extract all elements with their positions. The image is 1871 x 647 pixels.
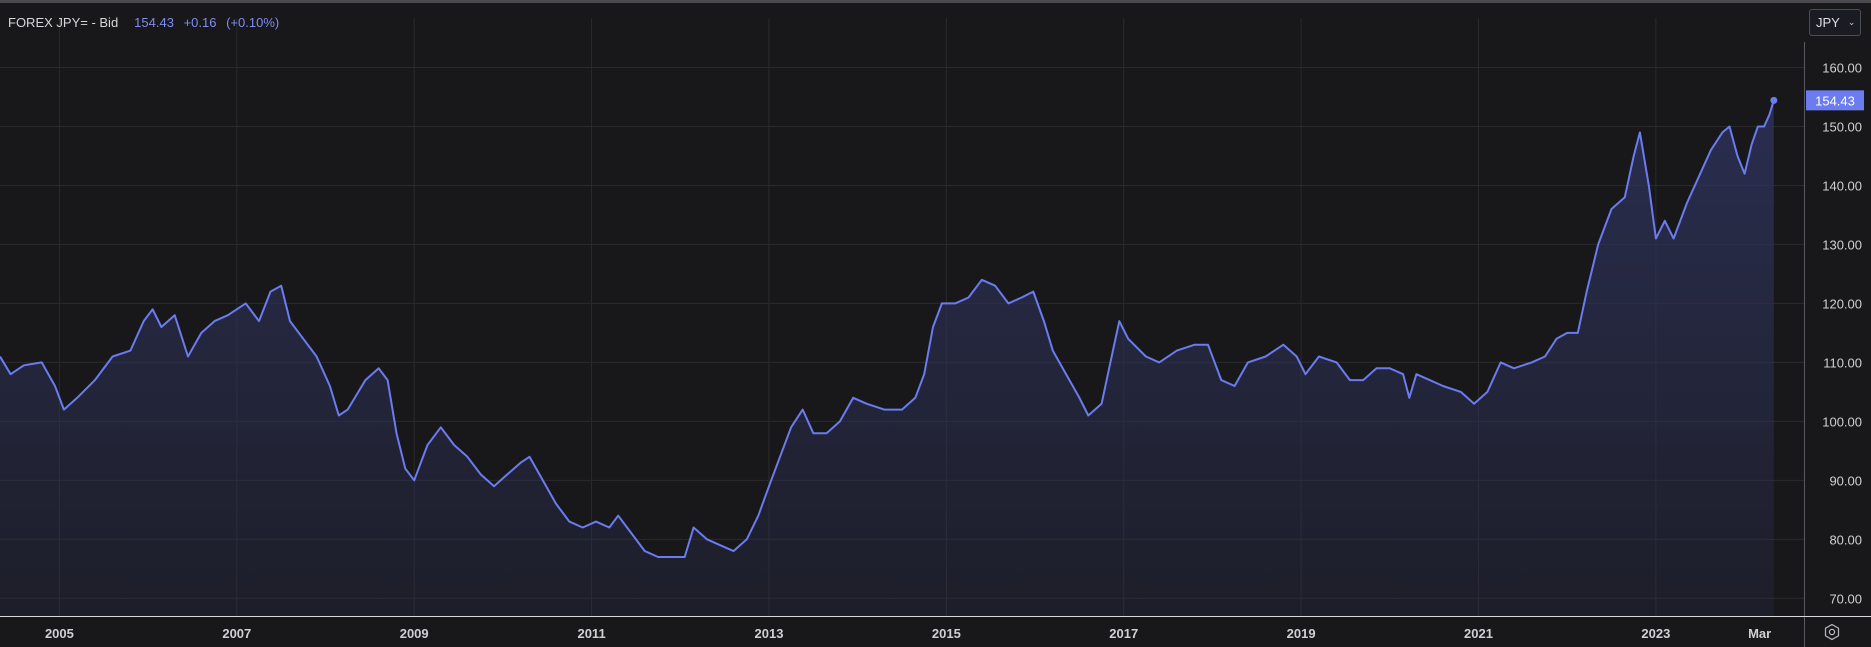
y-tick-label: 110.00 [1823,355,1862,370]
currency-select-value: JPY [1816,15,1840,30]
price-change: +0.16 [183,14,217,30]
chart-header: FOREX JPY= - Bid 154.43 +0.16 (+0.10%) [8,14,285,30]
top-border [0,0,1871,3]
x-tick-label: 2011 [577,626,605,641]
settings-icon [1824,623,1840,641]
price-area-fill [0,100,1774,617]
y-tick-label: 150.00 [1822,119,1862,134]
quote-readout: 154.43 +0.16 (+0.10%) [134,15,285,30]
y-tick-label: 70.00 [1829,591,1862,606]
x-tick-label: Mar [1748,626,1771,641]
x-tick-label: 2009 [400,626,429,641]
x-tick-label: 2015 [932,626,961,641]
price-line-series [0,100,1775,558]
last-price: 154.43 [134,14,174,30]
chart-settings-button[interactable] [1822,622,1842,642]
x-tick-label: 2013 [755,626,784,641]
x-tick-label: 2021 [1464,626,1493,641]
chevron-down-icon: ⌄ [1847,17,1856,27]
x-tick-label: 2005 [45,626,74,641]
x-tick-label: 2017 [1109,626,1138,641]
x-tick-label: 2007 [222,626,251,641]
price-change-percent: (+0.10%) [226,14,280,30]
y-tick-label: 100.00 [1822,414,1862,429]
instrument-label: FOREX JPY= - Bid [8,14,119,30]
y-tick-label: 120.00 [1822,296,1862,311]
last-value-label: 154.43 [1815,93,1855,108]
y-tick-label: 160.00 [1822,60,1862,75]
currency-select[interactable]: JPY ⌄ [1809,9,1861,36]
y-tick-label: 90.00 [1829,473,1862,488]
x-tick-label: 2023 [1641,626,1670,641]
y-tick-label: 130.00 [1822,237,1862,252]
last-price-marker [1770,96,1778,104]
last-value-badge [1806,90,1864,111]
x-tick-label: 2019 [1287,626,1316,641]
y-tick-label: 80.00 [1829,532,1862,547]
y-tick-label: 140.00 [1822,178,1862,193]
